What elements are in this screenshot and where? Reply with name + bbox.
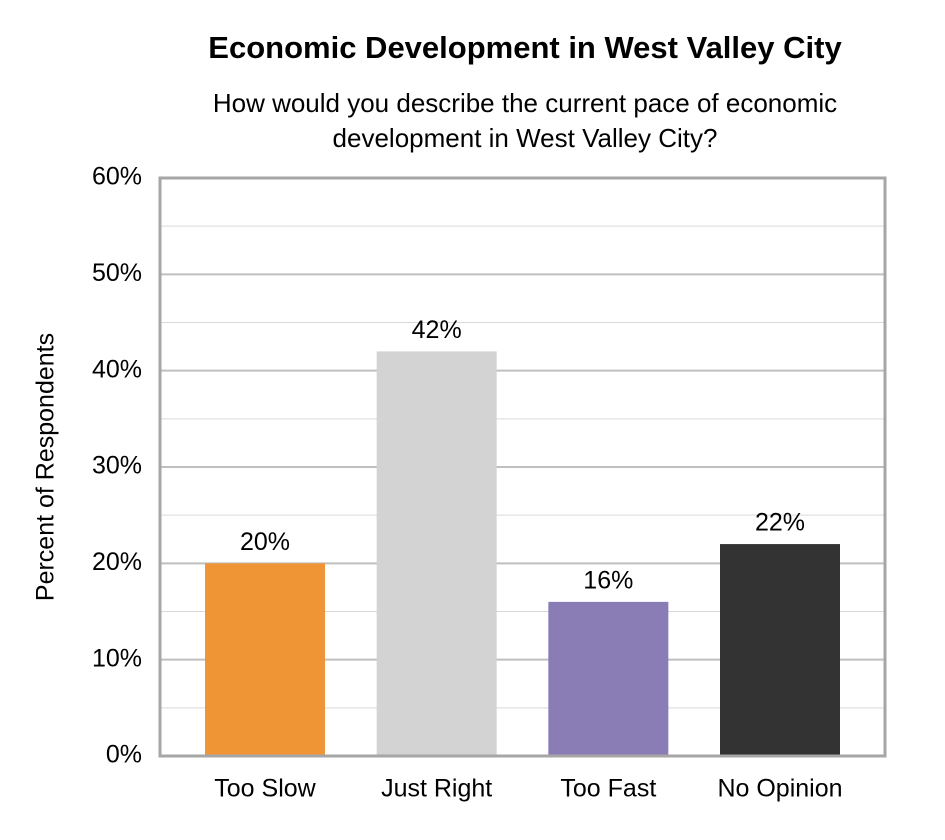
bar bbox=[205, 563, 325, 756]
x-tick-label: Too Fast bbox=[560, 775, 656, 803]
y-tick-label: 40% bbox=[92, 355, 142, 383]
y-tick-label: 0% bbox=[106, 741, 142, 769]
x-tick-label: Too Slow bbox=[214, 775, 316, 803]
value-label: 20% bbox=[240, 528, 290, 556]
y-tick-label: 20% bbox=[92, 548, 142, 576]
x-tick-label: Just Right bbox=[381, 775, 492, 803]
value-label: 22% bbox=[755, 509, 805, 537]
y-tick-label: 10% bbox=[92, 644, 142, 672]
y-tick-label: 60% bbox=[92, 163, 142, 191]
y-tick-label: 50% bbox=[92, 259, 142, 287]
bar bbox=[548, 601, 669, 756]
x-tick-label: No Opinion bbox=[717, 775, 842, 803]
bar bbox=[720, 544, 840, 756]
bar bbox=[376, 351, 497, 756]
y-tick-label: 30% bbox=[92, 452, 142, 480]
chart-subtitle: How would you describe the current pace … bbox=[212, 88, 838, 153]
plot-border bbox=[158, 176, 887, 758]
value-label: 16% bbox=[583, 566, 633, 594]
y-axis-label: Percent of Respondents bbox=[32, 333, 60, 601]
value-label: 42% bbox=[412, 316, 462, 344]
chart-title: Economic Development in West Valley City bbox=[208, 30, 842, 65]
